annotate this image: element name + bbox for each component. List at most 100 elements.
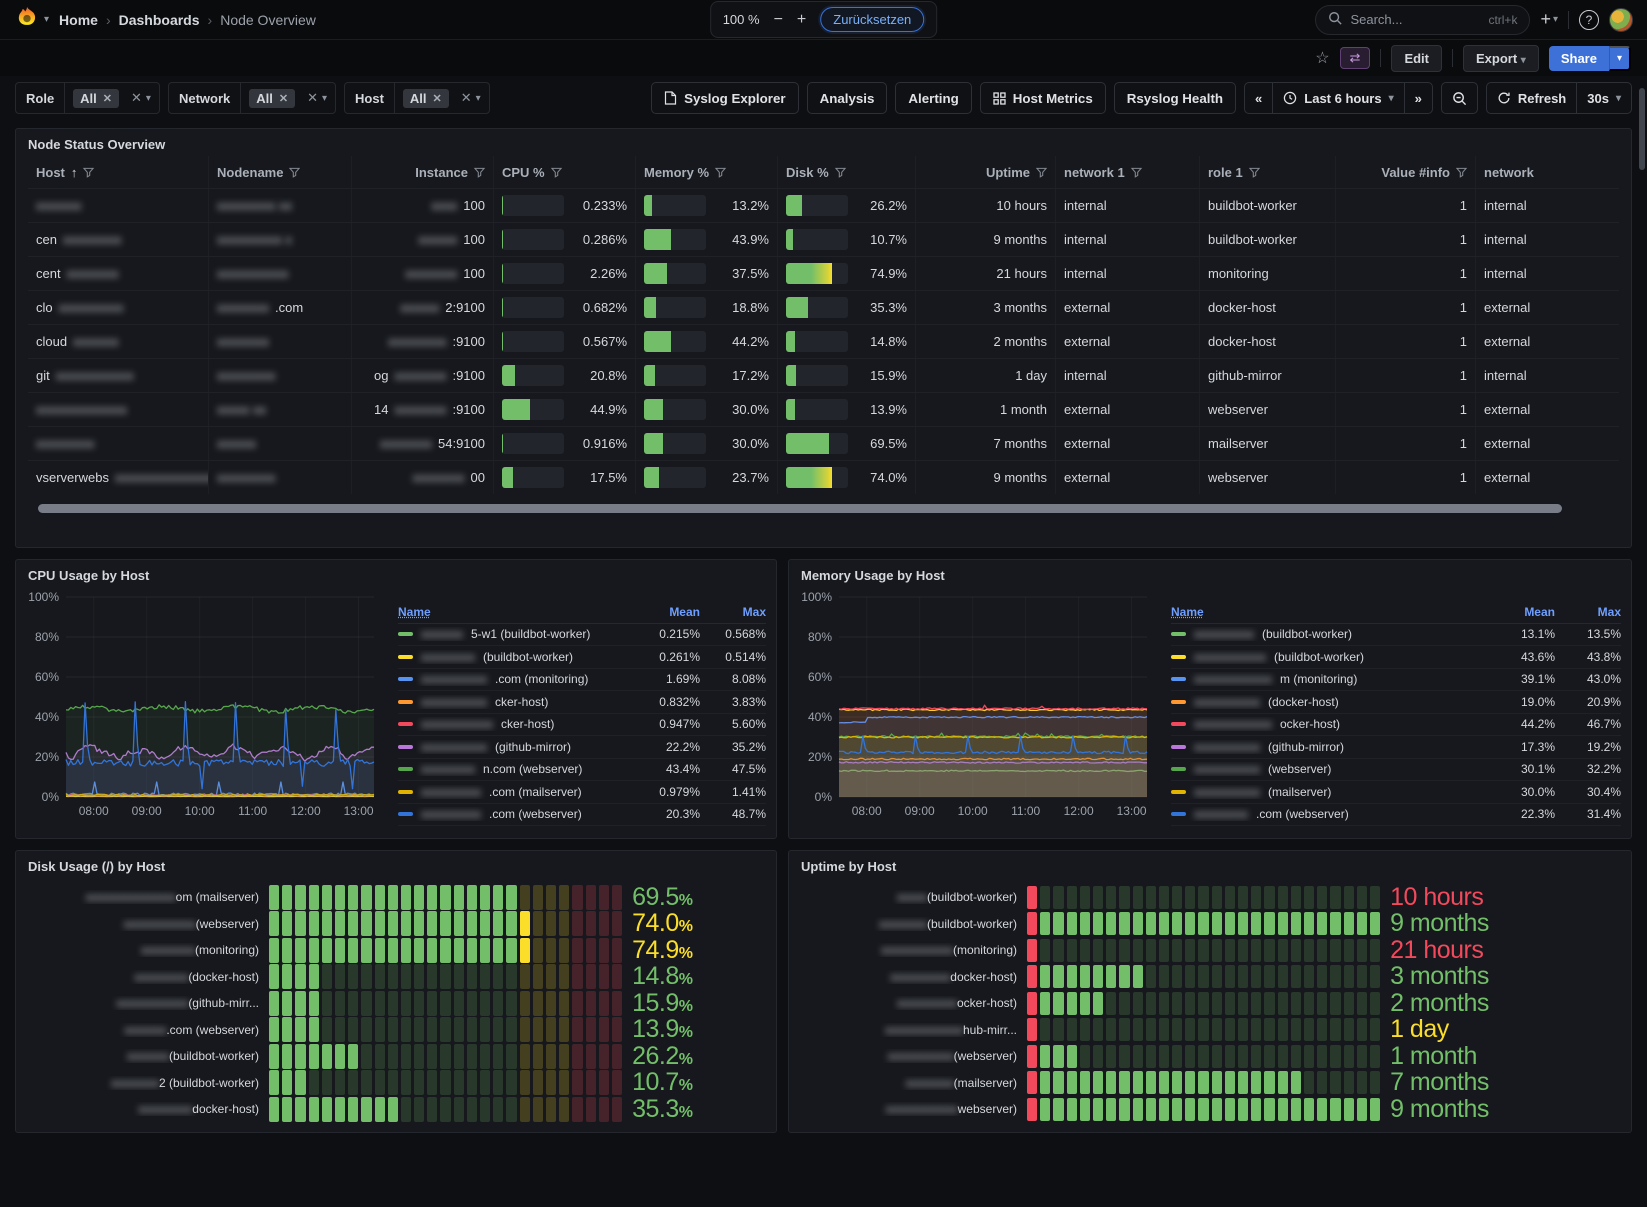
- refresh-button[interactable]: Refresh: [1487, 83, 1577, 113]
- legend-mean-value: 0.261%: [642, 650, 700, 664]
- link-host-metrics[interactable]: Host Metrics: [980, 82, 1106, 114]
- link-syslog-explorer[interactable]: Syslog Explorer: [651, 82, 798, 114]
- refresh-interval-picker[interactable]: 30s▾: [1577, 83, 1631, 113]
- scrollbar-thumb[interactable]: [38, 504, 1562, 513]
- legend-series-name[interactable]: xxxxxxxxxxxx (buildbot-worker): [1171, 650, 1489, 664]
- panel-title[interactable]: Node Status Overview: [16, 129, 1631, 156]
- cell-network: external: [1475, 461, 1565, 494]
- cell-disk-: 15.9%: [777, 359, 915, 392]
- table-row: cloxxxxxxxxxxxxxxxxxx.comxxxxxx2:91000.6…: [28, 290, 1619, 324]
- gauge-row: xxxxxxxxxxxx (github-mirr...15.9%: [24, 990, 762, 1017]
- column-header-network[interactable]: network: [1475, 156, 1565, 188]
- legend-max-value: 0.514%: [708, 650, 766, 664]
- panel-title[interactable]: Memory Usage by Host: [789, 560, 1631, 587]
- legend-header-max[interactable]: Max: [1563, 605, 1621, 619]
- column-header-instance[interactable]: Instance: [351, 156, 493, 188]
- share-menu-chevron[interactable]: ▾: [1609, 46, 1631, 71]
- time-range-picker[interactable]: Last 6 hours▾: [1273, 83, 1404, 113]
- series-color-marker: [398, 767, 413, 771]
- column-header-nodename[interactable]: Nodename: [208, 156, 351, 188]
- column-header-disk-[interactable]: Disk %: [777, 156, 915, 188]
- panel-title[interactable]: CPU Usage by Host: [16, 560, 776, 587]
- link-analysis[interactable]: Analysis: [807, 82, 888, 114]
- link-alerting[interactable]: Alerting: [895, 82, 971, 114]
- gauge-host-label: xxxxxxxx(mailserver): [797, 1076, 1017, 1090]
- legend-series-name[interactable]: xxxxxxxxxxxcker-host): [398, 695, 634, 709]
- legend-series-name[interactable]: xxxxxxxxxx.com (webserver): [398, 807, 634, 821]
- column-header-cpu-[interactable]: CPU %: [493, 156, 635, 188]
- time-forward-button[interactable]: »: [1405, 83, 1432, 113]
- legend-series-name[interactable]: xxxxxxxxxxx (github-mirror): [398, 740, 634, 754]
- swap-arrows-icon[interactable]: ⇄: [1340, 47, 1371, 69]
- gauge-value: 69.5%: [632, 883, 692, 912]
- legend-series-name[interactable]: xxxxxxx5-w1 (buildbot-worker): [398, 627, 634, 641]
- panel-title[interactable]: Uptime by Host: [789, 851, 1631, 878]
- cell-network: internal: [1475, 223, 1565, 256]
- legend-header-max[interactable]: Max: [708, 605, 766, 619]
- top-navbar: ▾ Home › Dashboards › Node Overview 100 …: [0, 0, 1647, 40]
- legend-series-name[interactable]: xxxxxxxxxx(buildbot-worker): [1171, 627, 1489, 641]
- legend-series-name[interactable]: xxxxxxxxxxxxxocker-host): [1171, 717, 1489, 731]
- zoom-in-button[interactable]: +: [797, 12, 806, 28]
- org-switcher-chevron[interactable]: ▾: [44, 14, 49, 25]
- legend-header-name[interactable]: Name: [398, 605, 634, 619]
- filter-network[interactable]: NetworkAll ✕✕▾: [168, 82, 336, 114]
- export-button[interactable]: Export ▾: [1463, 45, 1539, 72]
- share-button[interactable]: Share: [1549, 46, 1609, 71]
- cell-network-1: external: [1055, 427, 1199, 460]
- legend-header-mean[interactable]: Mean: [1497, 605, 1555, 619]
- legend-series-name[interactable]: xxxxxxxxx.com (webserver): [1171, 807, 1489, 821]
- filter-value-chip[interactable]: All ✕: [73, 89, 119, 108]
- user-avatar[interactable]: [1609, 8, 1633, 32]
- cell-memory-: 44.2%: [635, 325, 777, 358]
- legend-series-name[interactable]: xxxxxxxxxxx (mailserver): [1171, 785, 1489, 799]
- star-icon[interactable]: ☆: [1315, 48, 1329, 68]
- table-row: xxxxxxxxxxxxxxxx xxxxxx1000.233%13.2%26.…: [28, 188, 1619, 222]
- legend-series-name[interactable]: xxxxxxxxxxx (github-mirror): [1171, 740, 1489, 754]
- zoom-out-button[interactable]: −: [774, 12, 783, 28]
- legend-header-name[interactable]: Name: [1171, 605, 1489, 619]
- add-new-button[interactable]: +▾: [1540, 9, 1558, 30]
- edit-button[interactable]: Edit: [1391, 45, 1442, 72]
- cell-nodename: xxxxxxxxx: [208, 359, 351, 392]
- search-input[interactable]: Search... ctrl+k: [1315, 5, 1530, 35]
- column-header-memory-[interactable]: Memory %: [635, 156, 777, 188]
- cell-nodename: xxxxxxxxxx x: [208, 223, 351, 256]
- legend-series-name[interactable]: xxxxxxxxxn.com (webserver): [398, 762, 634, 776]
- column-header-host[interactable]: Host↑: [28, 156, 208, 188]
- panel-title[interactable]: Disk Usage (/) by Host: [16, 851, 776, 878]
- gauge-host-label: xxxxxxxxx (docker-host): [24, 970, 259, 984]
- column-header-value-info[interactable]: Value #info: [1335, 156, 1475, 188]
- column-header-role-1[interactable]: role 1: [1199, 156, 1335, 188]
- zoom-out-time-button[interactable]: [1442, 83, 1477, 113]
- legend-series-name[interactable]: xxxxxxxxxxxxxm (monitoring): [1171, 672, 1489, 686]
- gauge-value: 9 months: [1390, 1095, 1489, 1124]
- filter-role[interactable]: RoleAll ✕✕▾: [15, 82, 160, 114]
- table-horizontal-scrollbar: [30, 504, 1617, 513]
- legend-header-mean[interactable]: Mean: [642, 605, 700, 619]
- cell-role-1: webserver: [1199, 461, 1335, 494]
- time-back-button[interactable]: «: [1245, 83, 1273, 113]
- link-rsyslog-health[interactable]: Rsyslog Health: [1114, 82, 1236, 114]
- page-scrollbar-thumb[interactable]: [1639, 88, 1645, 170]
- svg-text:11:00: 11:00: [238, 804, 267, 818]
- help-icon[interactable]: ?: [1579, 10, 1599, 30]
- filter-host[interactable]: HostAll ✕✕▾: [344, 82, 490, 114]
- filter-value-chip[interactable]: All ✕: [403, 89, 449, 108]
- legend-series-name[interactable]: xxxxxxxxxx.com (mailserver): [398, 785, 634, 799]
- legend-series-name[interactable]: xxxxxxxxxxxxcker-host): [398, 717, 634, 731]
- legend-series-name[interactable]: xxxxxxxxxxx (webserver): [1171, 762, 1489, 776]
- breadcrumb-home[interactable]: Home: [59, 12, 98, 28]
- filter-value-chip[interactable]: All ✕: [249, 89, 295, 108]
- legend-series-name[interactable]: xxxxxxxxxxx (docker-host): [1171, 695, 1489, 709]
- gauge-row: xxxxx (buildbot-worker)10 hours: [797, 884, 1617, 911]
- gauge-row: xxxxxxxxx (docker-host)14.8%: [24, 964, 762, 991]
- breadcrumb-dashboards[interactable]: Dashboards: [119, 12, 200, 28]
- legend-row: xxxxxxxxxxx.com (monitoring)1.69%8.08%: [398, 669, 766, 692]
- legend-series-name[interactable]: xxxxxxxxx (buildbot-worker): [398, 650, 634, 664]
- column-header-uptime[interactable]: Uptime: [915, 156, 1055, 188]
- column-header-network-1[interactable]: network 1: [1055, 156, 1199, 188]
- legend-series-name[interactable]: xxxxxxxxxxx.com (monitoring): [398, 672, 634, 686]
- reset-zoom-button[interactable]: Zurücksetzen: [820, 7, 924, 32]
- grafana-logo[interactable]: [14, 5, 40, 34]
